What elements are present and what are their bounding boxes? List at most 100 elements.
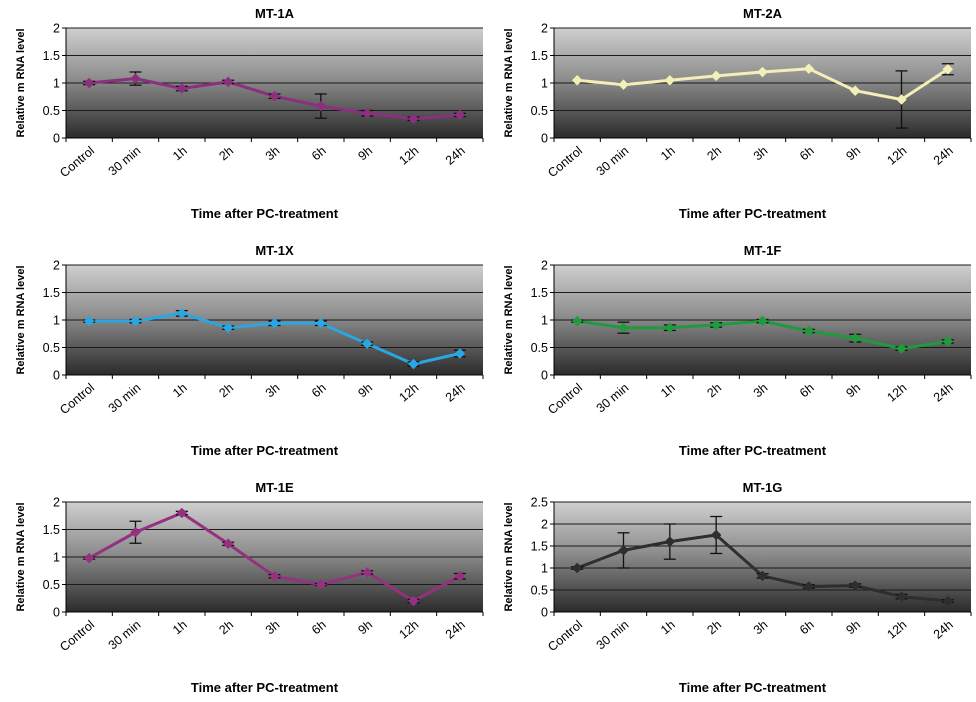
data-point [757, 66, 768, 78]
x-tick-label: 3h [263, 381, 283, 401]
y-tick-label: 0.5 [531, 584, 548, 598]
data-point [83, 315, 95, 327]
data-point [408, 595, 419, 607]
y-tick-label: 0 [541, 369, 548, 383]
x-tick-label: 3h [263, 618, 283, 638]
y-tick-label: 0.5 [43, 341, 60, 355]
x-tick-label: 30 min [106, 144, 144, 179]
x-tick-label: Control [545, 618, 585, 655]
data-point [130, 526, 141, 538]
x-tick-label: 30 min [594, 618, 632, 653]
y-tick-label: 2 [541, 518, 548, 532]
chart-panel-mt-1x: MT-1X 0 0.5 1 1.5 2 Control 30 min 1h 2h 3h 6h 9h 12h… [0, 237, 488, 465]
data-point [269, 90, 280, 102]
x-tick-label: 12h [396, 144, 421, 168]
y-tick-label: 2 [53, 259, 60, 273]
x-tick-label: 2h [216, 144, 236, 164]
x-tick-label: Control [57, 618, 97, 655]
x-tick-label: 9h [843, 144, 863, 164]
x-axis-label: Time after PC-treatment [679, 206, 827, 221]
y-tick-label: 2 [541, 22, 548, 36]
data-point [454, 109, 466, 121]
y-tick-label: 1 [541, 562, 548, 576]
data-point [315, 100, 327, 112]
y-tick-label: 0.5 [531, 104, 548, 118]
data-point [664, 322, 676, 334]
data-point [408, 358, 419, 370]
x-tick-label: 6h [309, 381, 329, 401]
chart-title: MT-1G [743, 480, 783, 495]
x-tick-label: 30 min [106, 618, 144, 653]
x-tick-label: 30 min [594, 381, 632, 416]
y-tick-label: 2 [53, 496, 60, 510]
x-tick-label: 1h [658, 381, 678, 401]
chart-panel-mt-2a: MT-2A 0 0.5 1 1.5 2 Control 30 min 1h 2h 3h 6h 9h 12h… [488, 0, 976, 228]
data-point [315, 317, 327, 329]
x-axis-label: Time after PC-treatment [191, 680, 339, 695]
data-point [571, 74, 583, 86]
x-tick-label: 1h [170, 144, 190, 164]
y-axis-label: Relative m RNA level [503, 502, 515, 611]
data-point [803, 581, 815, 592]
data-point [896, 94, 907, 105]
data-point [454, 348, 466, 359]
data-point [710, 70, 722, 82]
y-tick-label: 2.5 [531, 496, 548, 510]
y-tick-label: 1.5 [43, 49, 60, 63]
x-tick-label: 12h [396, 618, 421, 642]
chart-title: MT-1X [255, 243, 294, 258]
x-tick-label: 6h [797, 381, 817, 401]
data-point [710, 529, 722, 541]
data-point [803, 325, 815, 337]
plot-area [554, 502, 971, 612]
y-tick-label: 1.5 [531, 286, 548, 300]
y-tick-label: 1 [53, 551, 60, 565]
data-point [130, 73, 141, 84]
y-tick-label: 0.5 [531, 341, 548, 355]
x-tick-label: 2h [704, 381, 724, 401]
data-point [176, 308, 188, 319]
chart-title: MT-2A [743, 6, 783, 21]
chart-svg: MT-1X 0 0.5 1 1.5 2 Control 30 min 1h 2h 3h 6h 9h 12h… [15, 243, 484, 458]
chart-title: MT-1E [255, 480, 294, 495]
x-axis-label: Time after PC-treatment [191, 443, 339, 458]
y-tick-label: 1 [53, 77, 60, 91]
data-point [571, 315, 583, 327]
x-tick-label: 3h [751, 144, 771, 164]
x-tick-label: 2h [216, 618, 236, 638]
data-point [408, 113, 419, 125]
x-tick-label: 12h [884, 381, 909, 405]
x-tick-label: Control [57, 381, 97, 418]
data-point [222, 538, 234, 550]
data-point [176, 507, 188, 519]
chart-panel-mt-1e: MT-1E 0 0.5 1 1.5 2 Control 30 min 1h 2h 3h 6h 9h 12h… [0, 474, 488, 702]
data-point [942, 63, 954, 75]
chart-svg: MT-1G 0 0.5 1 1.5 2 2.5 Control 30 min 1h 2h 3h 6h 9h… [503, 480, 972, 695]
data-point [664, 536, 676, 547]
y-tick-label: 1 [541, 77, 548, 91]
data-point [454, 570, 466, 582]
data-point [83, 552, 95, 564]
y-tick-label: 1.5 [531, 540, 548, 554]
y-tick-label: 0 [53, 369, 60, 383]
data-point [618, 545, 629, 556]
data-point [757, 315, 768, 327]
x-tick-label: Control [545, 381, 585, 418]
x-tick-label: 6h [309, 618, 329, 638]
data-point [849, 580, 861, 591]
x-tick-label: 6h [797, 618, 817, 638]
x-tick-label: 1h [658, 618, 678, 638]
x-tick-label: 9h [355, 381, 375, 401]
x-tick-label: 6h [309, 144, 329, 164]
y-axis-label: Relative m RNA level [503, 265, 515, 374]
data-point [618, 322, 629, 334]
data-point [176, 83, 188, 94]
data-point [222, 322, 234, 334]
x-tick-label: 12h [884, 144, 909, 168]
chart-title: MT-1A [255, 6, 295, 21]
data-point [942, 595, 954, 607]
data-point [710, 319, 722, 331]
data-point [571, 562, 583, 574]
x-tick-label: 30 min [106, 381, 144, 416]
y-tick-label: 1.5 [43, 523, 60, 537]
